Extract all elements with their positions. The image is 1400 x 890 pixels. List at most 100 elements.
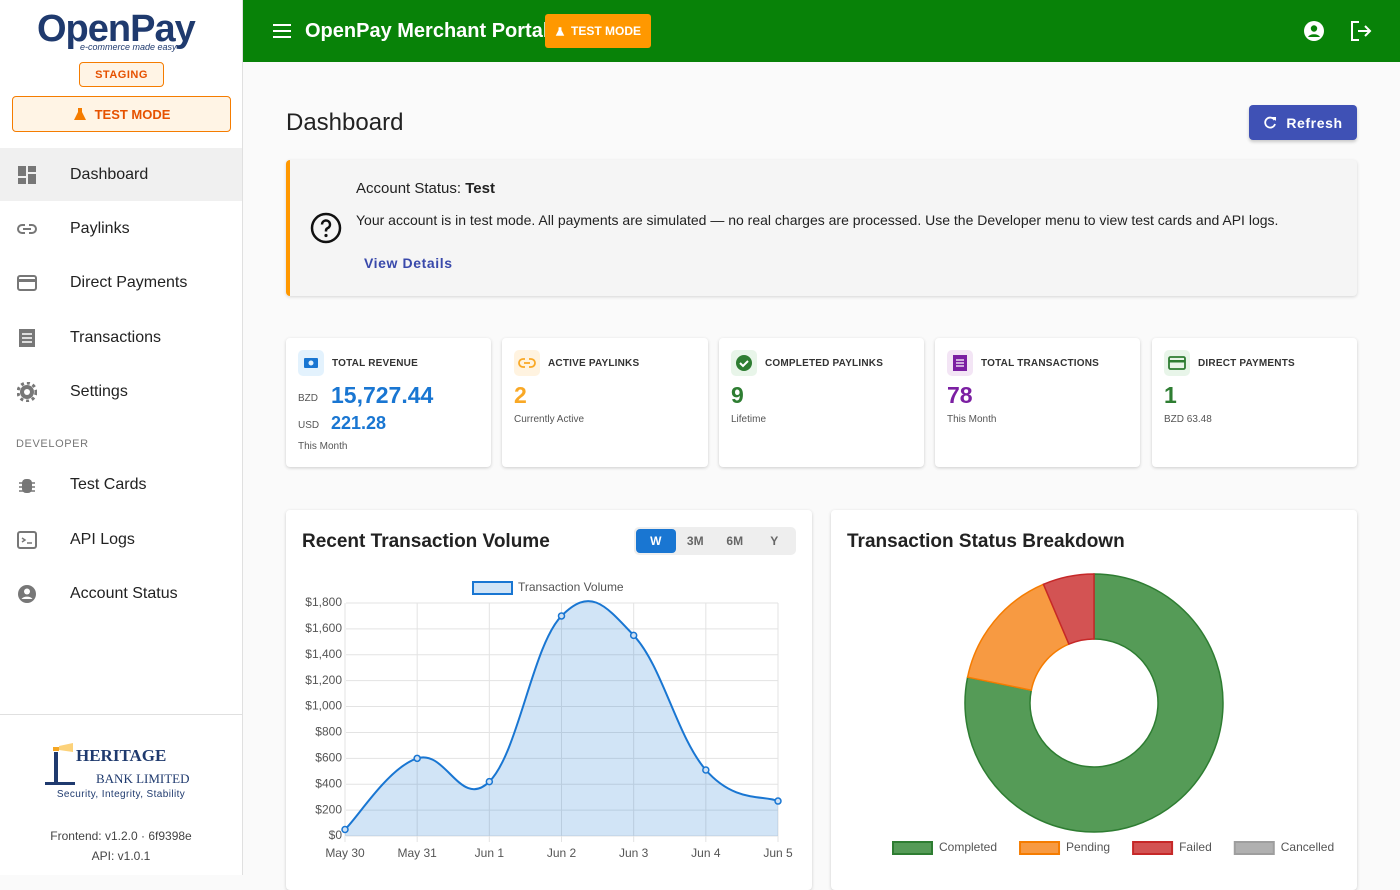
legend-label: Completed — [939, 840, 997, 854]
divider — [0, 714, 242, 715]
range-toggle: W 3M 6M Y — [634, 527, 796, 555]
api-version: API: v1.0.1 — [91, 849, 151, 863]
bank-motto: Security, Integrity, Stability — [56, 789, 186, 800]
stat-value: 15,727.44 — [331, 382, 434, 408]
alert: Account Status: Test Your account is in … — [286, 160, 1357, 296]
nav-icon — [17, 381, 37, 402]
point — [341, 825, 349, 834]
y-tick-label: $800 — [315, 725, 342, 739]
refresh-button[interactable]: Refresh — [1249, 105, 1357, 140]
y-tick-label: $1,000 — [305, 699, 342, 713]
nav-item[interactable]: Dashboard — [0, 148, 242, 201]
nav-item[interactable]: API Logs — [0, 513, 242, 566]
test-mode-badge: TEST MODE — [545, 14, 651, 48]
refresh-icon — [1264, 116, 1277, 128]
stat-icon — [947, 350, 973, 376]
bank-name: BANK LIMITED — [96, 771, 190, 786]
legend-swatch — [892, 841, 933, 855]
nav-item[interactable]: Transactions — [0, 311, 242, 364]
icon — [304, 358, 318, 368]
stat-card: ACTIVE PAYLINKS 2 Currently Active — [502, 338, 708, 467]
stat-label: TOTAL REVENUE — [332, 358, 418, 369]
nav-item[interactable]: Account Status — [0, 567, 242, 620]
tagline: e-commerce made easy — [80, 42, 177, 52]
range-button[interactable]: 3M — [686, 534, 704, 548]
slice — [964, 573, 1224, 833]
stat-icon — [298, 350, 324, 376]
account-button[interactable] — [1304, 21, 1324, 41]
nav-item[interactable]: Direct Payments — [0, 256, 242, 309]
line-chart-card: Recent Transaction Volume W 3M 6M Y $0 $200 $… — [286, 510, 812, 890]
stat-icon — [1164, 350, 1190, 376]
stat-label: TOTAL TRANSACTIONS — [981, 358, 1100, 369]
stat-label: DIRECT PAYMENTS — [1198, 358, 1295, 369]
y-tick-label: $0 — [329, 828, 343, 842]
point — [702, 766, 710, 774]
badge-text: TEST MODE — [570, 24, 641, 38]
stat-sub: Lifetime — [731, 414, 767, 425]
chart-title: Transaction Status Breakdown — [847, 531, 1125, 552]
x-tick-label: Jun 2 — [547, 846, 577, 860]
x-tick-label: May 30 — [325, 846, 365, 860]
nav-label: Paylinks — [70, 219, 130, 237]
page-title: Dashboard — [286, 109, 404, 136]
icon — [953, 355, 967, 371]
nav-label: Dashboard — [70, 165, 149, 183]
stat-value: 78 — [947, 382, 973, 408]
y-tick-label: $200 — [315, 802, 342, 816]
logout-button[interactable] — [1350, 21, 1372, 41]
point — [557, 612, 566, 620]
legend-swatch — [1132, 841, 1174, 855]
flask-icon — [555, 26, 565, 36]
y-tick-label: $1,800 — [305, 595, 342, 609]
app-title: OpenPay Merchant Portal — [305, 20, 549, 42]
stat-value: 9 — [731, 382, 744, 408]
stat-card: TOTAL TRANSACTIONS 78 This Month — [935, 338, 1140, 467]
y-tick-label: $400 — [315, 776, 342, 790]
test-mode-text: TEST MODE — [94, 106, 171, 122]
stat-sub: Currently Active — [514, 414, 585, 425]
alert-title: Account Status: Test — [356, 180, 495, 197]
point — [485, 777, 494, 786]
bank-name: HERITAGE — [76, 746, 167, 765]
range-button[interactable]: 6M — [726, 534, 744, 548]
nav-label: API Logs — [70, 530, 135, 548]
alert-link[interactable]: View Details — [364, 255, 453, 271]
nav-icon — [17, 223, 37, 234]
y-tick-label: $600 — [315, 751, 342, 765]
nav-item[interactable]: Paylinks — [0, 202, 242, 255]
area — [345, 601, 778, 836]
flask-icon — [73, 108, 86, 120]
nav-label: Test Cards — [70, 475, 147, 493]
x-tick-label: Jun 3 — [619, 846, 649, 860]
stat-value: 1 — [1164, 382, 1177, 408]
alert-title-value: Test — [465, 180, 495, 197]
stat-icon — [514, 350, 540, 376]
nav-icon — [18, 165, 36, 184]
stat-currency: USD — [298, 420, 320, 431]
topbar: OpenPay Merchant Portal TEST MODE — [243, 0, 1400, 62]
section-heading: DEVELOPER — [16, 438, 89, 450]
y-tick-label: $1,200 — [305, 673, 342, 687]
stat-label: COMPLETED PAYLINKS — [765, 358, 884, 369]
nav-item[interactable]: Settings — [0, 365, 242, 418]
range-button[interactable]: W — [636, 529, 676, 553]
legend-label: Transaction Volume — [518, 580, 624, 594]
menu-button[interactable] — [273, 24, 291, 38]
nav-icon — [17, 274, 37, 291]
stat-card: COMPLETED PAYLINKS 9 Lifetime — [719, 338, 924, 467]
logo: OpenPay — [37, 8, 196, 51]
nav-label: Account Status — [70, 584, 178, 602]
nav-item[interactable]: Test Cards — [0, 458, 242, 511]
nav-icon — [18, 584, 36, 603]
stat-card: TOTAL REVENUE BZD 15,727.44 USD 221.28 T… — [286, 338, 491, 467]
x-tick-label: Jun 5 — [763, 846, 793, 860]
logo-text: OpenPay — [37, 8, 196, 50]
range-button[interactable]: Y — [770, 534, 779, 548]
alert-title-prefix: Account Status: — [356, 180, 462, 197]
x-tick-label: Jun 1 — [475, 846, 505, 860]
legend-label: Failed — [1179, 840, 1212, 854]
bank-logo-icon — [45, 743, 75, 785]
point — [629, 631, 638, 640]
